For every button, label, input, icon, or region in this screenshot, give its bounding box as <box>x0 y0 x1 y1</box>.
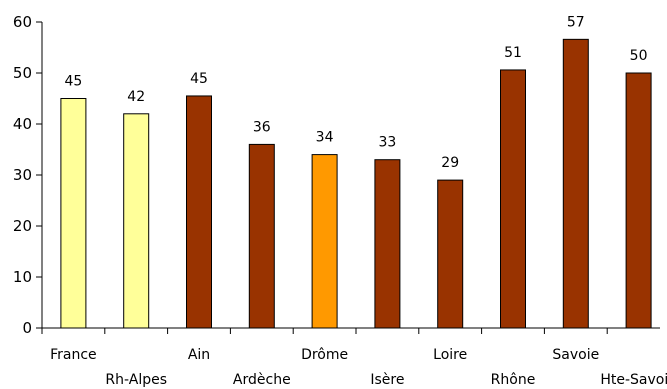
x-category-label: Loire <box>433 347 467 363</box>
data-label: 45 <box>64 74 82 90</box>
bar-hte-savoie <box>625 72 652 329</box>
x-category-label: Ardèche <box>233 372 291 388</box>
bar-france <box>60 98 87 329</box>
chart-bars <box>60 38 652 329</box>
data-label: 45 <box>190 71 208 87</box>
y-tick-label: 30 <box>13 166 32 184</box>
y-tick-label: 10 <box>13 268 32 286</box>
y-tick-label: 60 <box>13 13 32 31</box>
data-label: 51 <box>504 45 522 61</box>
bar-savoie <box>562 38 589 329</box>
x-category-label: France <box>50 347 97 363</box>
x-category-label: Isère <box>370 372 404 388</box>
x-category-label: Drôme <box>301 347 348 363</box>
y-tick-label: 50 <box>13 64 32 82</box>
y-tick-label: 0 <box>22 319 32 337</box>
x-category-label: Savoie <box>552 347 599 363</box>
bar-loire <box>437 179 464 329</box>
data-label: 33 <box>378 135 396 151</box>
bar-rh-ne <box>500 69 526 329</box>
chart-labels: 45 France 42 Rh-Alpes 45 Ain 36 Ardèche 34 Drôme 3… <box>50 14 667 388</box>
x-category-label: Hte-Savoie <box>600 372 667 388</box>
x-category-label: Rhône <box>491 372 536 388</box>
bar-ard-che <box>248 143 275 329</box>
y-tick-label: 40 <box>13 115 32 133</box>
x-category-label: Ain <box>188 347 210 363</box>
bar-dr-me <box>311 154 338 329</box>
data-label: 34 <box>316 130 334 146</box>
data-label: 42 <box>127 89 145 105</box>
data-label: 29 <box>441 155 459 171</box>
bar-is-re <box>374 159 401 329</box>
y-tick-label: 20 <box>13 217 32 235</box>
bar-rh-alpes <box>123 113 150 329</box>
data-label: 36 <box>253 119 271 135</box>
data-label: 50 <box>630 48 648 64</box>
x-category-label: Rh-Alpes <box>105 372 167 388</box>
data-label: 57 <box>567 14 585 30</box>
bar-ain <box>186 95 212 329</box>
